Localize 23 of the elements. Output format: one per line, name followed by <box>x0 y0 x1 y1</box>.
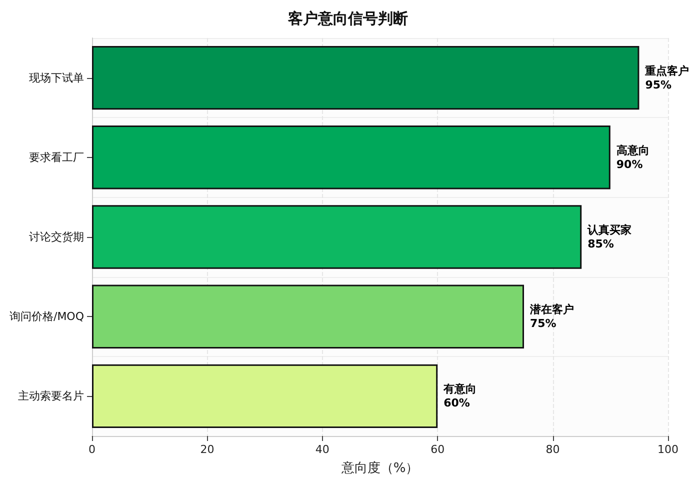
data-label: 潜在客户 75% <box>529 303 574 330</box>
x-tick-label: 0 <box>88 443 96 456</box>
x-tick-label: 60 <box>430 443 445 456</box>
y-tick-label: 主动索要名片 <box>18 390 84 403</box>
data-label: 认真买家 85% <box>586 224 632 250</box>
y-tick-label: 要求看工厂 <box>29 150 84 164</box>
chart-title: 客户意向信号判断 <box>287 10 408 28</box>
bar <box>92 284 524 348</box>
bar <box>92 364 438 428</box>
bar <box>92 46 640 110</box>
data-label: 高意向 90% <box>616 144 650 171</box>
data-label: 重点客户 95% <box>644 64 690 92</box>
x-tick-label: 80 <box>546 443 560 456</box>
data-label: 有意向 60% <box>442 382 477 410</box>
bar <box>92 205 582 269</box>
y-tick-label: 询问价格/MOQ <box>9 310 84 324</box>
y-tick-label: 现场下试单 <box>29 71 84 84</box>
x-tick-label: 40 <box>315 443 330 456</box>
bar <box>92 126 610 190</box>
x-tick-label: 20 <box>200 443 214 456</box>
x-axis-title: 意向度（%） <box>340 460 419 476</box>
x-tick-label: 100 <box>658 443 678 456</box>
y-tick-label: 讨论交货期 <box>29 230 84 244</box>
